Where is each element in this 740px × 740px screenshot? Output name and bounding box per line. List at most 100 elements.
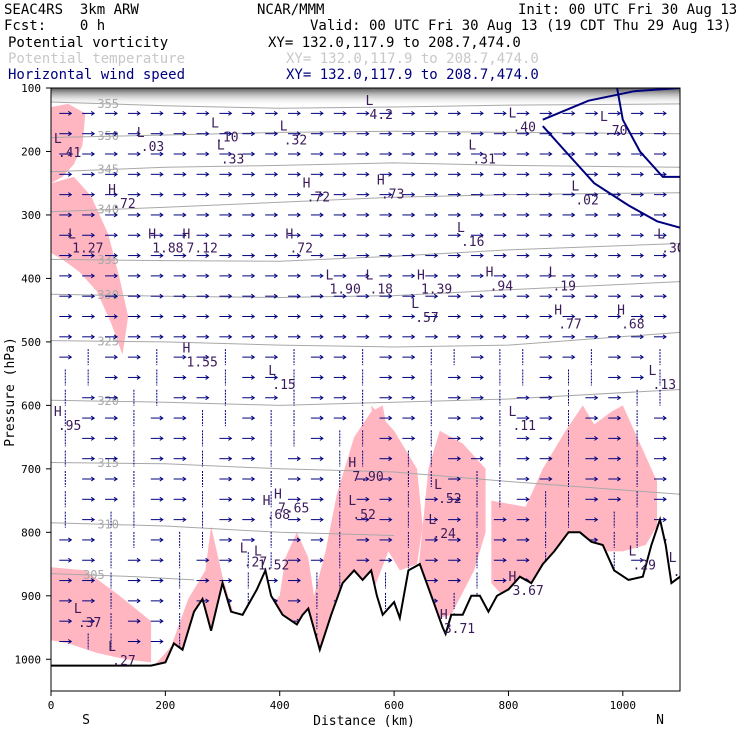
wind-head — [388, 476, 393, 482]
wind-vector — [608, 354, 622, 360]
wind-vector — [219, 496, 233, 502]
theta-label: 325 — [97, 334, 119, 348]
wind-head — [479, 375, 484, 380]
wind-vector — [631, 314, 645, 319]
wind-head — [228, 496, 233, 502]
wind-vector — [471, 293, 484, 299]
wind-head — [411, 131, 416, 137]
wind-vector — [608, 496, 622, 502]
wind-vector — [196, 334, 210, 340]
wind-head — [388, 354, 393, 360]
wind-vector — [539, 476, 553, 482]
wind-head — [388, 131, 393, 137]
wind-vector — [59, 110, 73, 116]
wind-vector — [585, 212, 599, 218]
wind-vector — [608, 232, 622, 238]
wind-head — [228, 253, 233, 258]
wind-head — [205, 192, 210, 198]
wind-vector — [288, 456, 301, 462]
wind-head — [548, 476, 553, 482]
wind-head — [365, 151, 370, 157]
wind-vector — [82, 212, 96, 218]
wind-head — [433, 598, 439, 604]
wind-vector — [333, 253, 347, 258]
header-fcst: Fcst: 0 h — [4, 18, 106, 34]
wind-vector — [196, 253, 210, 258]
wind-head — [273, 395, 279, 401]
wind-head — [571, 192, 576, 198]
wind-vector — [127, 192, 141, 198]
wind-head — [342, 192, 347, 198]
wind-head — [250, 517, 256, 523]
wind-vector — [539, 456, 553, 462]
wind-head — [68, 314, 73, 319]
wind-vector — [516, 395, 530, 401]
wind-vector — [448, 110, 462, 116]
wind-vector — [82, 334, 96, 340]
wind-head — [182, 293, 187, 299]
field-xy-wind: XY= 132.0,117.9 to 208.7,474.0 — [286, 67, 539, 83]
pv-low-marker: L — [508, 107, 516, 122]
wind-vector — [82, 253, 96, 258]
wind-head — [342, 253, 347, 258]
pv-low-marker: L — [508, 405, 516, 420]
wind-head — [90, 476, 96, 482]
wind-vector — [82, 110, 96, 116]
wind-head — [342, 415, 347, 421]
wind-head — [662, 476, 667, 482]
wind-vector — [288, 273, 301, 279]
wind-head — [388, 293, 393, 299]
pv-high-marker: H — [617, 304, 625, 319]
wind-head — [205, 253, 210, 258]
wind-head — [571, 232, 576, 238]
wind-head — [205, 110, 210, 116]
wind-vector — [562, 232, 576, 238]
wind-vector — [219, 578, 233, 583]
wind-head — [296, 537, 301, 543]
wind-head — [342, 110, 347, 116]
theta-label: 355 — [97, 97, 119, 111]
wind-head — [136, 293, 141, 299]
wind-head — [594, 293, 599, 299]
wind-vector — [105, 415, 118, 421]
wind-vector — [448, 192, 462, 198]
theta-contour — [51, 281, 680, 299]
pv-low-marker: L — [74, 602, 82, 617]
wind-head — [616, 171, 622, 177]
wind-head — [525, 415, 530, 421]
wind-vector — [333, 192, 347, 198]
pv-low-marker: L — [411, 297, 419, 312]
wind-vector — [448, 232, 462, 238]
wind-head — [159, 496, 164, 502]
wind-vector — [471, 232, 484, 238]
wind-vector — [127, 557, 141, 563]
wind-vector — [196, 293, 210, 299]
wind-vector — [242, 192, 256, 198]
wind-head — [388, 232, 393, 238]
wind-head — [250, 212, 256, 218]
wind-head — [205, 151, 210, 157]
wind-vector — [516, 151, 530, 157]
wind-head — [502, 517, 507, 523]
wind-vector — [471, 253, 484, 258]
wind-head — [113, 293, 118, 299]
wind-head — [113, 110, 118, 116]
wind-head — [319, 334, 324, 340]
wind-vector — [585, 131, 599, 137]
wind-vector — [196, 273, 210, 279]
wind-head — [616, 232, 622, 238]
wind-head — [90, 496, 96, 502]
wind-head — [548, 375, 553, 380]
wind-head — [548, 415, 553, 421]
wind-vector — [173, 314, 187, 319]
wind-vector — [127, 375, 141, 380]
pv-shade-region — [153, 405, 389, 667]
wind-head — [548, 314, 553, 319]
wind-vector — [608, 375, 622, 380]
wind-head — [68, 334, 73, 340]
wind-vector — [219, 232, 233, 238]
wind-vector — [265, 273, 279, 279]
wind-head — [571, 334, 576, 340]
wind-head — [662, 517, 667, 523]
wind-head — [594, 131, 599, 137]
